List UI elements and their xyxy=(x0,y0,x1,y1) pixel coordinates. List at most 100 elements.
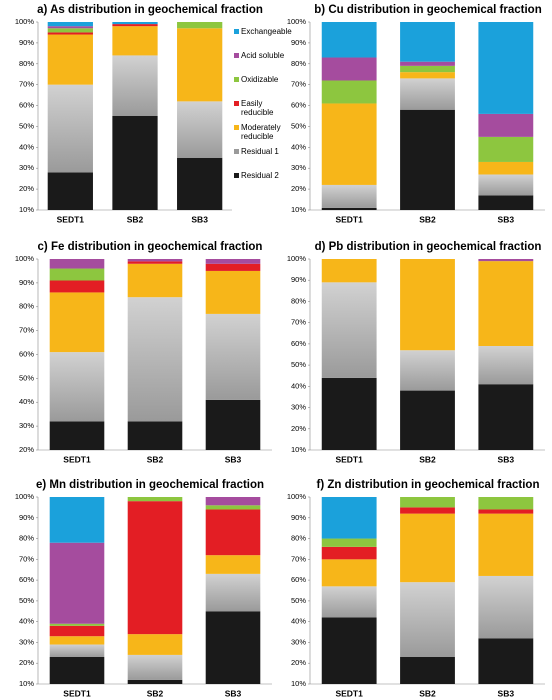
bar-segment xyxy=(478,575,534,639)
x-tick-label: SB3 xyxy=(225,688,242,698)
bar-segment xyxy=(400,22,455,62)
bar-segment xyxy=(321,259,377,283)
y-tick-label: 60% xyxy=(291,575,306,584)
bar-segment xyxy=(400,78,455,110)
x-tick-label: SEDT1 xyxy=(57,214,85,224)
y-tick-label: 90% xyxy=(19,278,34,287)
y-tick-label: 50% xyxy=(19,121,34,130)
legend-swatch xyxy=(234,29,239,34)
bar-segment xyxy=(321,184,377,208)
x-tick-label: SB3 xyxy=(498,454,515,464)
x-tick-label: SB3 xyxy=(498,214,515,224)
bar-segment xyxy=(205,313,261,400)
x-tick-label: SEDT1 xyxy=(63,454,91,464)
bar-segment xyxy=(478,346,534,385)
y-tick-label: 60% xyxy=(19,101,34,110)
bar-segment xyxy=(321,497,377,539)
y-tick-label: 40% xyxy=(19,397,34,406)
bar-segment xyxy=(127,654,183,680)
legend-label: Residual 2 xyxy=(241,171,279,180)
bar-segment xyxy=(47,172,93,210)
x-tick-label: SB3 xyxy=(225,454,242,464)
y-tick-label: 80% xyxy=(19,59,34,68)
bar-segment xyxy=(478,261,534,347)
legend-swatch xyxy=(234,125,239,130)
x-tick-label: SB2 xyxy=(419,214,436,224)
bar-segment xyxy=(478,161,534,175)
bar-segment xyxy=(321,80,377,104)
bar-segment xyxy=(321,57,377,81)
bar-segment xyxy=(49,542,105,624)
x-tick-label: SEDT1 xyxy=(335,454,363,464)
bar-segment xyxy=(321,207,377,210)
bar-segment xyxy=(49,636,105,645)
bar-segment xyxy=(49,623,105,626)
legend-label: Acid soluble xyxy=(241,51,285,60)
y-tick-label: 70% xyxy=(19,326,34,335)
legend-swatch xyxy=(234,101,239,106)
y-tick-label: 80% xyxy=(291,296,306,305)
bar-segment xyxy=(321,617,377,684)
bar-segment xyxy=(49,292,105,353)
bar-segment xyxy=(400,507,455,514)
y-tick-label: 20% xyxy=(19,184,34,193)
bar-segment xyxy=(127,421,183,450)
bar-segment xyxy=(112,26,158,56)
y-tick-label: 30% xyxy=(19,637,34,646)
bar-segment xyxy=(321,377,377,450)
y-tick-label: 100% xyxy=(15,17,35,26)
y-tick-label: 80% xyxy=(19,302,34,311)
bar-segment xyxy=(49,280,105,293)
bar-segment xyxy=(400,259,455,351)
y-tick-label: 30% xyxy=(291,637,306,646)
bar-segment xyxy=(321,282,377,378)
bar-segment xyxy=(400,61,455,66)
legend-label: Moderately reducible xyxy=(241,123,281,141)
y-tick-label: 40% xyxy=(19,142,34,151)
legend-label: Residual 1 xyxy=(241,147,279,156)
bar-segment xyxy=(177,101,223,158)
bar-segment xyxy=(321,586,377,618)
y-tick-label: 90% xyxy=(291,38,306,47)
bar-segment xyxy=(400,350,455,391)
bar-segment xyxy=(478,113,534,137)
bar-segment xyxy=(321,538,377,547)
bar-segment xyxy=(400,582,455,657)
bar-segment xyxy=(205,497,261,506)
y-tick-label: 80% xyxy=(291,59,306,68)
y-tick-label: 70% xyxy=(19,80,34,89)
y-tick-label: 50% xyxy=(19,596,34,605)
y-tick-label: 90% xyxy=(291,275,306,284)
y-tick-label: 40% xyxy=(291,142,306,151)
y-tick-label: 30% xyxy=(19,163,34,172)
bar-segment xyxy=(177,157,223,210)
bar-segment xyxy=(127,501,183,635)
bar-segment xyxy=(177,28,223,102)
y-tick-label: 10% xyxy=(291,445,306,454)
bar-segment xyxy=(49,268,105,281)
chart-title: c) Fe distribution in geochemical fracti… xyxy=(38,241,263,253)
chart-title: e) Mn distribution in geochemical fracti… xyxy=(36,479,264,491)
bar-segment xyxy=(400,109,455,210)
y-tick-label: 30% xyxy=(291,403,306,412)
bar-segment xyxy=(127,679,183,684)
x-tick-label: SB2 xyxy=(419,454,436,464)
y-tick-label: 20% xyxy=(291,424,306,433)
x-tick-label: SB3 xyxy=(191,214,208,224)
legend-swatch xyxy=(234,149,239,154)
legend-label: Oxidizable xyxy=(241,75,279,84)
bar-segment xyxy=(400,72,455,79)
bar-segment xyxy=(49,644,105,657)
bar-segment xyxy=(112,22,158,25)
x-tick-label: SEDT1 xyxy=(335,214,363,224)
bar-segment xyxy=(49,421,105,450)
y-tick-label: 40% xyxy=(291,617,306,626)
y-tick-label: 50% xyxy=(291,360,306,369)
bar-segment xyxy=(127,297,183,422)
y-tick-label: 80% xyxy=(291,534,306,543)
bar-segment xyxy=(47,22,93,27)
bar-segment xyxy=(400,65,455,73)
y-tick-label: 20% xyxy=(291,184,306,193)
bar-segment xyxy=(127,263,183,298)
